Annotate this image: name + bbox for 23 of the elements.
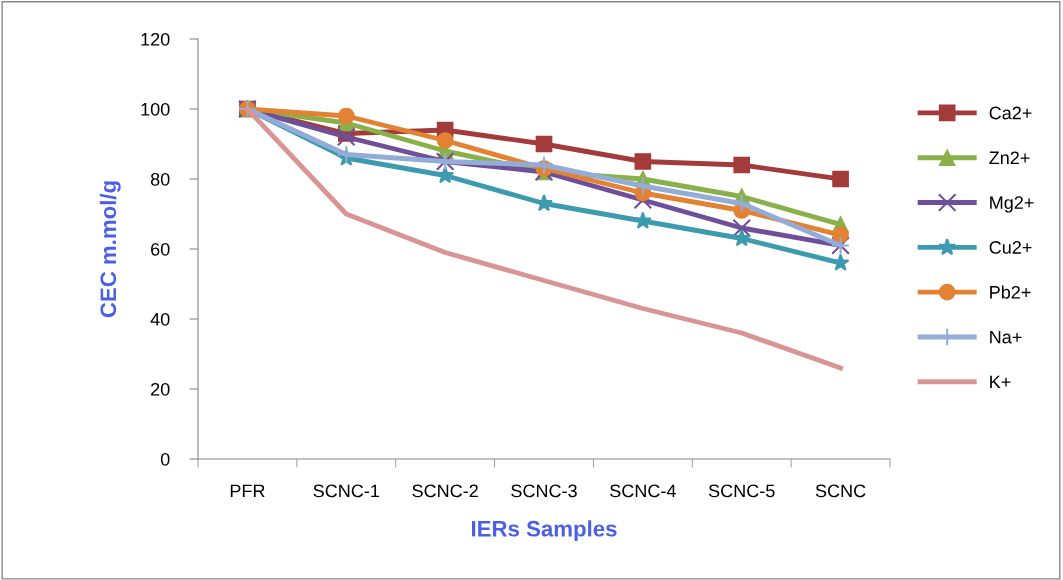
y-tick-label: 80 bbox=[150, 172, 170, 186]
x-axis-title: IERs Samples bbox=[472, 520, 617, 541]
x-tick-label: SCNC-1 bbox=[313, 484, 380, 498]
legend-label: Zn2+ bbox=[989, 151, 1030, 165]
legend-label: Cu2+ bbox=[989, 241, 1032, 254]
y-tick-label: 0 bbox=[160, 452, 170, 466]
x-tick-label: SCNC-5 bbox=[708, 484, 775, 498]
y-tick-label: 40 bbox=[150, 312, 170, 326]
y-tick-label: 120 bbox=[141, 32, 170, 46]
legend-label: K+ bbox=[990, 375, 1011, 389]
x-tick-label: SCNC-4 bbox=[610, 484, 676, 498]
x-tick-label: SCNC-3 bbox=[511, 484, 577, 498]
legend-label: Ca2+ bbox=[989, 106, 1032, 120]
x-tick-label: PFR bbox=[230, 484, 265, 498]
legend-label: Pb2+ bbox=[990, 285, 1031, 299]
x-tick-label: SCNC-2 bbox=[412, 484, 478, 498]
y-tick-label: 100 bbox=[141, 102, 170, 116]
x-tick-label: SCNC bbox=[815, 484, 866, 498]
legend-label: Na+ bbox=[990, 330, 1022, 344]
legend-label: Mg2+ bbox=[990, 196, 1034, 213]
y-tick-label: 20 bbox=[151, 382, 170, 396]
y-axis-title: CEC m.mol/g bbox=[99, 181, 121, 318]
y-tick-label: 60 bbox=[151, 242, 170, 256]
